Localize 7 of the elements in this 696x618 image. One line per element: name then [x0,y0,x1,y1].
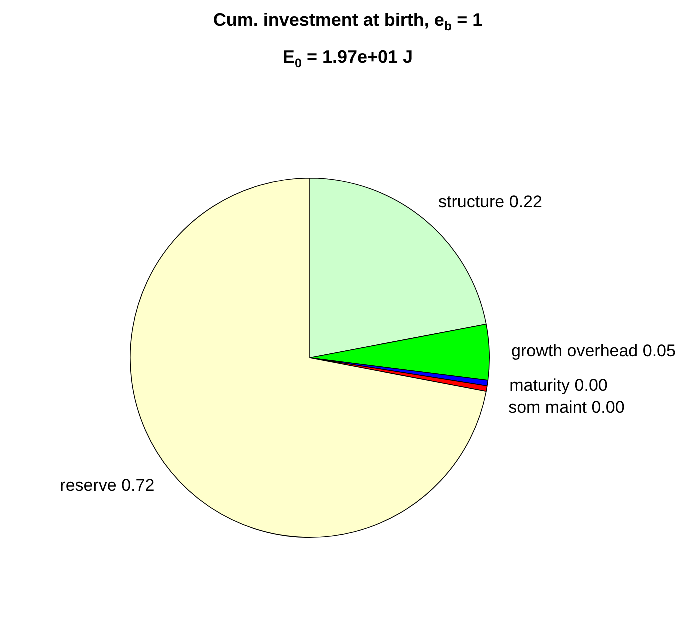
slice-label: growth overhead 0.05 [512,342,676,361]
slice-label: structure 0.22 [438,192,542,212]
chart-subtitle: E$_{0}$ = 1.97e+01 J [282,46,414,72]
chart-title: Cum. investment at birth, e$_{b}$ = 1 [212,10,484,36]
slice-label: som maint 0.00 [508,398,625,418]
slice-label: reserve 0.72 [60,476,155,496]
slice-label: maturity 0.00 [510,376,608,396]
